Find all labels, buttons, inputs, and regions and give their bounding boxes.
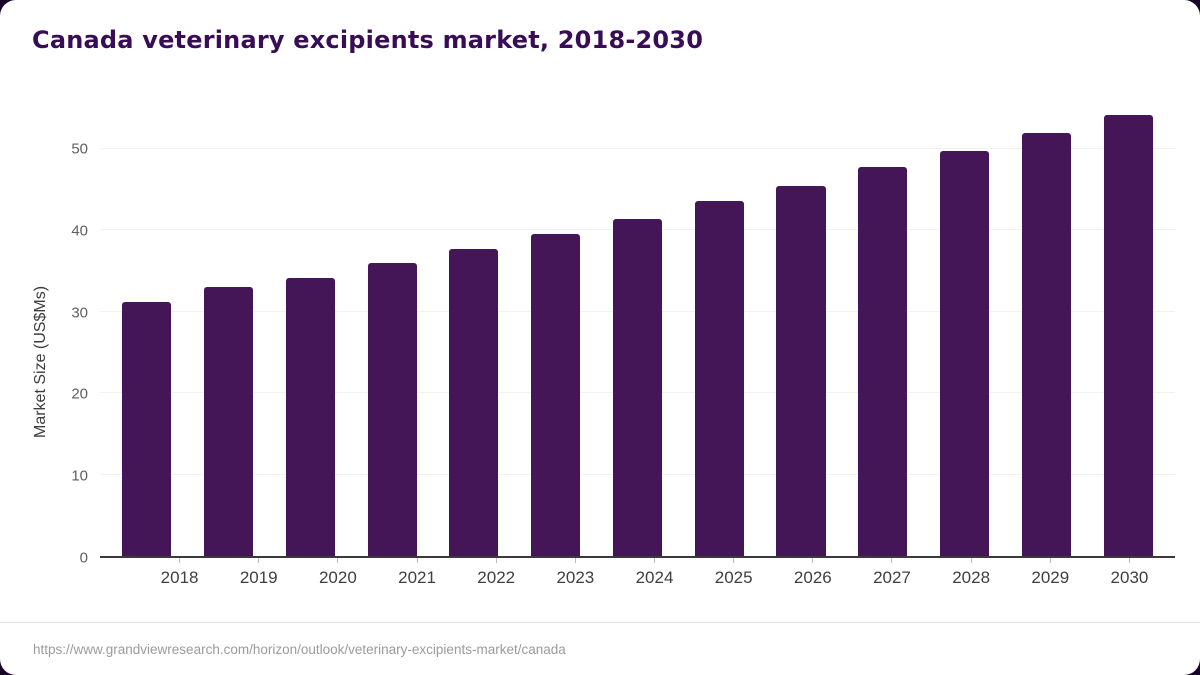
bars [100,100,1175,556]
x-label-slot: 2023 [536,558,615,592]
x-tick-mark [1128,558,1130,563]
x-label-slot: 2018 [140,558,219,592]
bar-slot [924,100,1006,556]
x-tick-mark [970,558,972,563]
y-axis-ticks: 0 10 20 30 40 50 [58,100,100,567]
x-tick-label: 2025 [714,568,753,587]
y-axis-title: Market Size (US$Ms) [32,285,49,439]
x-label-slot: 2029 [1011,558,1090,592]
x-label-slot: 2028 [932,558,1011,592]
bar-2018 [122,301,172,556]
x-tick-label: 2019 [239,568,278,587]
bar-2029 [1021,133,1071,556]
bar-slot [842,100,924,556]
x-label-slot: 2022 [457,558,536,592]
bar-slot [1005,100,1087,556]
x-label-slot: 2021 [377,558,456,592]
chart-region: Market Size (US$Ms) 0 10 20 30 40 50 2018 2019… [24,100,1175,592]
plot-row: 0 10 20 30 40 50 [58,100,1175,567]
x-tick-mark [733,558,735,563]
bar-2030 [1103,115,1153,556]
bar-slot [270,100,352,556]
x-tick-mark [495,558,497,563]
x-tick-label: 2023 [556,568,595,587]
x-tick-mark [574,558,576,563]
y-tick-label: 50 [71,140,88,158]
x-tick-mark [416,558,418,563]
bar-2019 [204,287,254,556]
x-tick-label: 2026 [793,568,832,587]
x-label-slot: 2027 [852,558,931,592]
bar-slot [433,100,515,556]
bar-slot [188,100,270,556]
bar-2022 [449,249,499,556]
bar-2028 [940,151,990,556]
x-tick-label: 2021 [398,568,436,587]
y-tick-label: 10 [71,467,88,485]
bar-slot [678,100,760,556]
gridline [100,147,1175,149]
x-tick-label: 2020 [318,568,357,587]
x-label-slot: 2020 [298,558,377,592]
x-tick-mark [337,558,339,563]
y-tick-label: 40 [71,222,88,240]
x-tick-mark [654,558,656,563]
chart-title: Canada veterinary excipients market, 201… [32,26,704,54]
bar-slot [106,100,188,556]
x-tick-mark [179,558,181,563]
plot-area [100,100,1175,558]
x-tick-label: 2029 [1031,568,1070,587]
bar-2020 [285,278,335,556]
bar-2025 [694,200,744,556]
y-tick-label: 20 [71,385,88,403]
x-tick-label: 2018 [160,568,199,587]
y-tick-label: 30 [71,304,88,322]
x-label-slot: 2019 [219,558,298,592]
source-url: https://www.grandviewresearch.com/horizo… [33,641,566,657]
x-label-slot: 2026 [773,558,852,592]
bar-2021 [367,262,417,556]
x-tick-label: 2030 [1110,568,1149,587]
x-tick-label: 2022 [477,568,516,587]
x-label-slot: 2030 [1090,558,1169,592]
bar-2026 [776,186,826,556]
y-tick-label: 0 [79,549,88,567]
footer: https://www.grandviewresearch.com/horizo… [0,622,1200,675]
x-tick-label: 2024 [635,568,674,587]
x-label-slot: 2024 [615,558,694,592]
bar-2024 [612,218,662,556]
x-tick-mark [258,558,260,563]
x-tick-label: 2027 [873,568,911,587]
bar-slot [515,100,597,556]
x-tick-mark [891,558,893,563]
x-tick-mark [1049,558,1051,563]
bar-slot [1087,100,1169,556]
bar-2023 [531,234,581,556]
bar-slot [351,100,433,556]
x-label-slot: 2025 [694,558,773,592]
bar-2027 [858,166,908,556]
x-tick-mark [812,558,814,563]
x-tick-label: 2028 [952,568,991,587]
x-axis-labels: 2018 2019 2020 2021 2022 2023 2024 2025 2026 2027… [134,558,1175,592]
bar-slot [597,100,679,556]
bar-slot [760,100,842,556]
plot-column: 0 10 20 30 40 50 2018 2019 2020 2021 2022 2023 2024… [58,100,1175,592]
